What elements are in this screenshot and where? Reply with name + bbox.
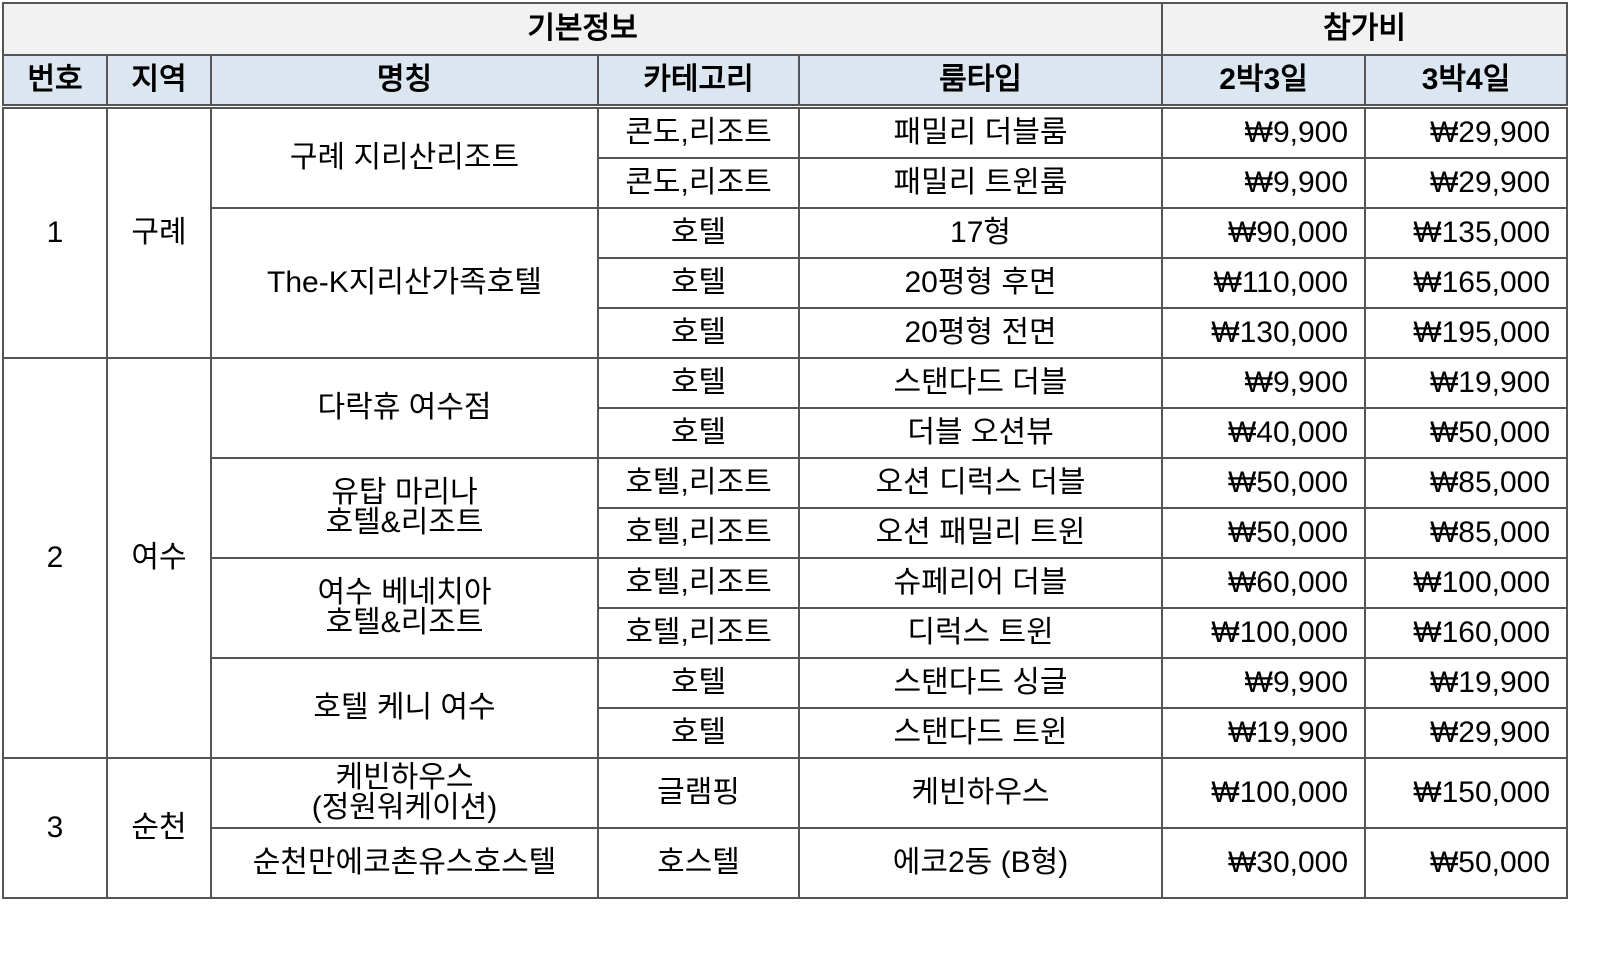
category: 글램핑 bbox=[597, 757, 800, 829]
header-room-type: 룸타입 bbox=[797, 54, 1164, 109]
fee-2n3d: ₩9,900 bbox=[1161, 357, 1367, 409]
hotel-name: The-K지리산가족호텔 bbox=[210, 207, 599, 359]
fee-3n4d: ₩100,000 bbox=[1364, 557, 1569, 609]
fee-3n4d: ₩19,900 bbox=[1364, 657, 1569, 709]
accommodation-fee-table: 기본정보 참가비 번호 지역 명칭 카테고리 룸타입 2박3일 3박4일 1 구례… bbox=[1, 2, 1569, 899]
hotel-name: 호텔 케니 여수 bbox=[210, 657, 599, 759]
hotel-name: 여수 베네치아 호텔&리조트 bbox=[210, 557, 599, 659]
table-row: 1 구례 구례 지리산리조트 콘도,리조트 패밀리 더블룸 ₩9,900 ₩29,900 bbox=[2, 105, 1569, 359]
fee-2n3d: ₩9,900 bbox=[1161, 105, 1367, 159]
room-type: 20평형 전면 bbox=[797, 307, 1164, 359]
fee-2n3d: ₩100,000 bbox=[1161, 607, 1367, 659]
fee-3n4d: ₩85,000 bbox=[1364, 457, 1569, 509]
table-row: 3 순천 케빈하우스 (정원워케이션) 글램핑 케빈하우스 ₩100,000 ₩150,00… bbox=[2, 757, 1569, 899]
fee-3n4d: ₩50,000 bbox=[1364, 407, 1569, 459]
fee-3n4d: ₩85,000 bbox=[1364, 507, 1569, 559]
table-row: 호텔 케니 여수 호텔 스탠다드 싱글 ₩9,900 ₩19,900 bbox=[3, 657, 1569, 759]
header-category: 카테고리 bbox=[597, 54, 800, 109]
row-number: 1 bbox=[2, 105, 108, 359]
room-type: 케빈하우스 bbox=[797, 757, 1164, 829]
header-group-fee: 참가비 bbox=[1161, 2, 1569, 56]
header-group-basic-info: 기본정보 bbox=[1, 2, 1164, 56]
table-row: 호텔 스탠다드 트윈 ₩19,900 ₩29,900 bbox=[3, 707, 1569, 759]
category: 호텔,리조트 bbox=[597, 457, 800, 509]
fee-3n4d: ₩29,900 bbox=[1364, 157, 1569, 209]
fee-2n3d: ₩9,900 bbox=[1161, 157, 1367, 209]
table-row: 2 여수 다락휴 여수점 호텔 스탠다드 더블 ₩9,900 ₩19,900 bbox=[2, 357, 1569, 759]
room-type: 스탠다드 싱글 bbox=[797, 657, 1164, 709]
region-name: 여수 bbox=[106, 357, 212, 759]
category: 호스텔 bbox=[597, 827, 800, 899]
fee-3n4d: ₩195,000 bbox=[1364, 307, 1569, 359]
fee-2n3d: ₩9,900 bbox=[1161, 657, 1367, 709]
table-row: 유탑 마리나 호텔&리조트 호텔,리조트 오션 디럭스 더블 ₩50,000 ₩85,0… bbox=[3, 457, 1569, 559]
room-type: 오션 패밀리 트윈 bbox=[797, 507, 1164, 559]
fee-3n4d: ₩50,000 bbox=[1364, 827, 1569, 899]
room-type: 에코2동 (B형) bbox=[797, 827, 1164, 899]
category: 호텔 bbox=[597, 307, 800, 359]
fee-2n3d: ₩90,000 bbox=[1161, 207, 1367, 259]
fee-3n4d: ₩19,900 bbox=[1364, 357, 1569, 409]
header-fee-2n3d: 2박3일 bbox=[1161, 54, 1367, 109]
table-row: 호텔 20평형 후면 ₩110,000 ₩165,000 bbox=[3, 257, 1569, 309]
category: 호텔,리조트 bbox=[597, 507, 800, 559]
hotel-name: 다락휴 여수점 bbox=[210, 357, 599, 459]
category: 호텔 bbox=[597, 407, 800, 459]
table-row: 호텔,리조트 디럭스 트윈 ₩100,000 ₩160,000 bbox=[3, 607, 1569, 659]
fee-2n3d: ₩100,000 bbox=[1161, 757, 1367, 829]
category: 호텔 bbox=[597, 657, 800, 709]
hotel-name: 순천만에코촌유스호스텔 bbox=[210, 827, 599, 899]
header-name: 명칭 bbox=[210, 54, 599, 109]
category: 호텔 bbox=[597, 207, 800, 259]
row-number: 3 bbox=[2, 757, 108, 899]
hotel-name: 케빈하우스 (정원워케이션) bbox=[210, 757, 599, 829]
table-row: 콘도,리조트 패밀리 트윈룸 ₩9,900 ₩29,900 bbox=[3, 157, 1569, 209]
table-row: The-K지리산가족호텔 호텔 17형 ₩90,000 ₩135,000 bbox=[3, 207, 1569, 359]
room-type: 20평형 후면 bbox=[797, 257, 1164, 309]
fee-2n3d: ₩40,000 bbox=[1161, 407, 1367, 459]
table-row: 여수 베네치아 호텔&리조트 호텔,리조트 슈페리어 더블 ₩60,000 ₩100,0… bbox=[3, 557, 1569, 659]
region-name: 구례 bbox=[106, 105, 212, 359]
category: 호텔 bbox=[597, 357, 800, 409]
hotel-name: 구례 지리산리조트 bbox=[210, 105, 599, 209]
table-row: 호텔 더블 오션뷰 ₩40,000 ₩50,000 bbox=[3, 407, 1569, 459]
category: 호텔,리조트 bbox=[597, 607, 800, 659]
row-number: 2 bbox=[2, 357, 108, 759]
room-type: 스탠다드 트윈 bbox=[797, 707, 1164, 759]
fee-3n4d: ₩29,900 bbox=[1364, 707, 1569, 759]
category: 콘도,리조트 bbox=[597, 105, 800, 159]
hotel-name: 유탑 마리나 호텔&리조트 bbox=[210, 457, 599, 559]
fee-2n3d: ₩110,000 bbox=[1161, 257, 1367, 309]
table-row: 순천만에코촌유스호스텔 호스텔 에코2동 (B형) ₩30,000 ₩50,000 bbox=[3, 827, 1569, 899]
header-fee-3n4d: 3박4일 bbox=[1364, 54, 1569, 109]
fee-2n3d: ₩30,000 bbox=[1161, 827, 1367, 899]
room-type: 오션 디럭스 더블 bbox=[797, 457, 1164, 509]
room-type: 패밀리 트윈룸 bbox=[797, 157, 1164, 209]
fee-3n4d: ₩165,000 bbox=[1364, 257, 1569, 309]
room-type: 슈페리어 더블 bbox=[797, 557, 1164, 609]
fee-3n4d: ₩135,000 bbox=[1364, 207, 1569, 259]
category: 호텔,리조트 bbox=[597, 557, 800, 609]
fee-2n3d: ₩19,900 bbox=[1161, 707, 1367, 759]
room-type: 17형 bbox=[797, 207, 1164, 259]
fee-3n4d: ₩29,900 bbox=[1364, 105, 1569, 159]
fee-2n3d: ₩50,000 bbox=[1161, 457, 1367, 509]
room-type: 스탠다드 더블 bbox=[797, 357, 1164, 409]
fee-2n3d: ₩50,000 bbox=[1161, 507, 1367, 559]
fee-2n3d: ₩60,000 bbox=[1161, 557, 1367, 609]
category: 콘도,리조트 bbox=[597, 157, 800, 209]
category: 호텔 bbox=[597, 257, 800, 309]
region-name: 순천 bbox=[106, 757, 212, 899]
category: 호텔 bbox=[597, 707, 800, 759]
fee-3n4d: ₩150,000 bbox=[1364, 757, 1569, 829]
header-region: 지역 bbox=[106, 54, 212, 109]
room-type: 디럭스 트윈 bbox=[797, 607, 1164, 659]
header-number: 번호 bbox=[2, 54, 108, 109]
table-row: 호텔 20평형 전면 ₩130,000 ₩195,000 bbox=[3, 307, 1569, 359]
room-type: 패밀리 더블룸 bbox=[797, 105, 1164, 159]
table-row: 호텔,리조트 오션 패밀리 트윈 ₩50,000 ₩85,000 bbox=[3, 507, 1569, 559]
room-type: 더블 오션뷰 bbox=[797, 407, 1164, 459]
fee-3n4d: ₩160,000 bbox=[1364, 607, 1569, 659]
fee-2n3d: ₩130,000 bbox=[1161, 307, 1367, 359]
